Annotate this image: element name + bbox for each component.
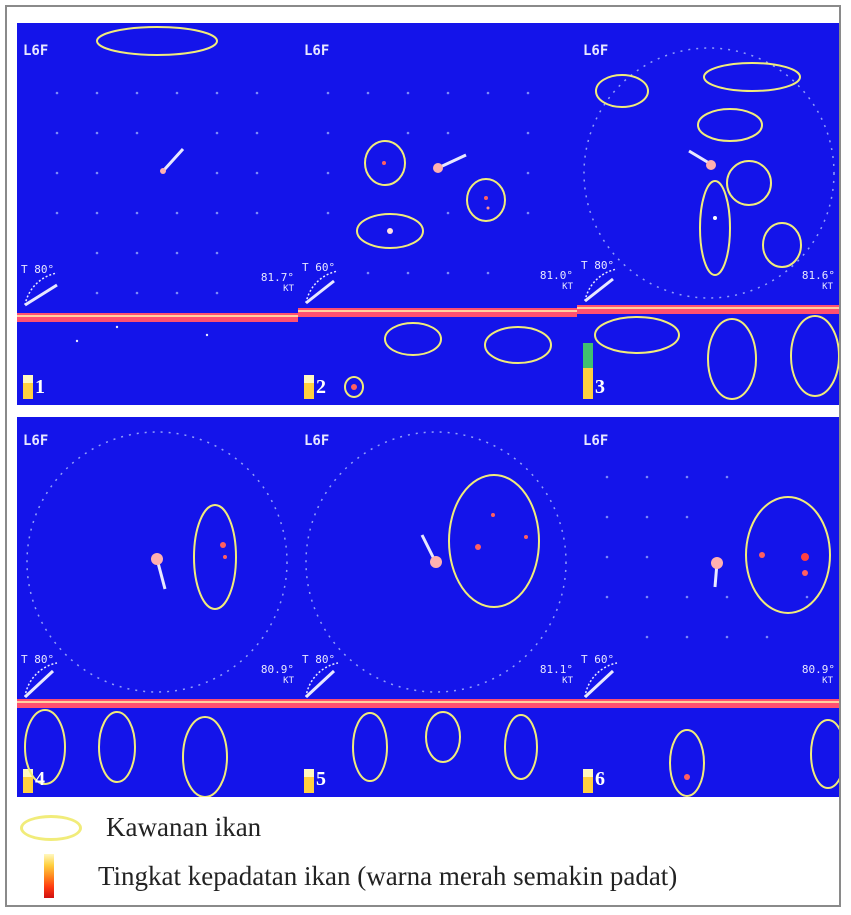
sonar-panel-1: L6F T 80° 81.7° KT 1 xyxy=(17,23,300,405)
units-label: KT xyxy=(283,676,294,686)
ellipse-icon xyxy=(20,814,82,841)
range-label: L6F xyxy=(583,433,609,449)
sonar-display xyxy=(298,91,579,399)
units-label: KT xyxy=(562,282,573,292)
legend-school-label: Kawanan ikan xyxy=(106,812,262,842)
tilt-label: T 80° xyxy=(302,653,336,666)
panel-number: 6 xyxy=(595,768,605,790)
sonar-display xyxy=(17,26,300,399)
sonar-panel-5: L6F T 80° 81.1° KT 5 xyxy=(298,417,579,797)
panel-number: 4 xyxy=(35,768,45,790)
reading-label: 80.9° xyxy=(801,663,835,676)
color-scale-icon xyxy=(44,854,54,898)
range-label: L6F xyxy=(23,433,49,449)
range-label: L6F xyxy=(23,43,49,59)
legend-school-row: Kawanan ikan xyxy=(20,812,261,843)
legend-density-row: Tingkat kepadatan ikan (warna merah sema… xyxy=(20,854,677,898)
range-label: L6F xyxy=(583,43,609,59)
legend: Kawanan ikan Tingkat kepadatan ikan (war… xyxy=(20,808,840,908)
units-label: KT xyxy=(822,282,833,292)
tilt-label: T 60° xyxy=(581,653,615,666)
tilt-label: T 60° xyxy=(302,261,336,274)
sonar-panel-3: L6F T 80° 81.6° KT 3 xyxy=(577,23,839,405)
units-label: KT xyxy=(822,676,833,686)
reading-label: 81.1° xyxy=(539,663,573,676)
figure-frame: L6F T 80° 81.7° KT 1 xyxy=(5,5,841,907)
sonar-display xyxy=(298,431,579,793)
tilt-label: T 80° xyxy=(581,259,615,272)
legend-density-label: Tingkat kepadatan ikan (warna merah sema… xyxy=(98,860,678,891)
sonar-display xyxy=(17,431,300,797)
reading-label: 80.9° xyxy=(260,663,294,676)
tilt-label: T 80° xyxy=(21,263,55,276)
sonar-panel-4: L6F T 80° 80.9° KT 4 xyxy=(17,417,300,797)
reading-label: 81.6° xyxy=(801,269,835,282)
range-label: L6F xyxy=(304,433,330,449)
sonar-panel-2: L6F T 60° 81.0° KT 2 xyxy=(298,23,579,405)
panel-number: 5 xyxy=(316,768,326,790)
reading-label: 81.0° xyxy=(539,269,573,282)
reading-label: 81.7° xyxy=(260,271,294,284)
sonar-display xyxy=(577,475,839,797)
units-label: KT xyxy=(283,284,294,294)
sonar-display xyxy=(577,47,839,400)
panel-number: 2 xyxy=(316,376,326,398)
tilt-label: T 80° xyxy=(21,653,55,666)
units-label: KT xyxy=(562,676,573,686)
panel-number: 1 xyxy=(35,376,45,398)
panel-number: 3 xyxy=(595,376,605,398)
sonar-panel-6: L6F T 60° 80.9° KT 6 xyxy=(577,417,839,797)
range-label: L6F xyxy=(304,43,330,59)
